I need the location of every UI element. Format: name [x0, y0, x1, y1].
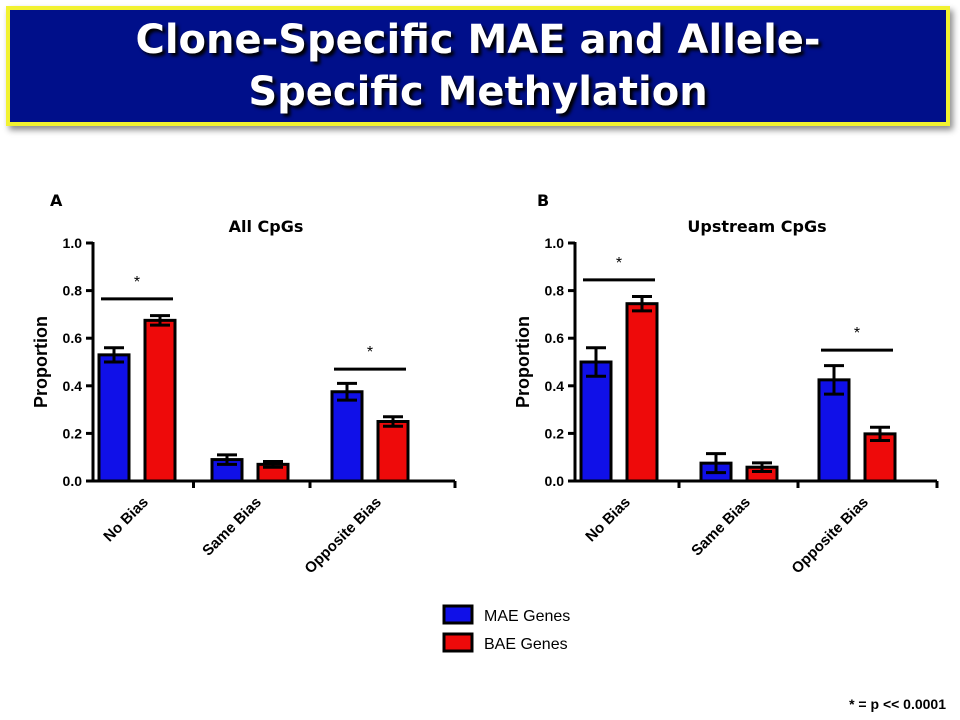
- panel-title: Upstream CpGs: [687, 217, 826, 236]
- legend-label-mae: MAE Genes: [484, 608, 570, 625]
- y-tick-label: 0.6: [545, 330, 565, 346]
- title-banner: Clone-Specific MAE and Allele-Specific M…: [6, 6, 950, 126]
- y-tick-label: 0.2: [545, 425, 565, 441]
- legend-label-bae: BAE Genes: [484, 636, 568, 653]
- panel-letter-a: A: [50, 191, 63, 210]
- x-category-label: Opposite Bias: [301, 494, 384, 577]
- x-category-label: Opposite Bias: [788, 494, 871, 577]
- x-category-label: No Bias: [100, 494, 152, 546]
- y-tick-label: 0.0: [545, 473, 565, 489]
- x-category-label: No Bias: [582, 494, 634, 546]
- bar-mae-genes: [330, 390, 364, 483]
- y-axis-label: Proportion: [31, 316, 51, 408]
- bar-bae-genes: [143, 318, 177, 483]
- panel-title: All CpGs: [229, 217, 304, 236]
- legend-swatch-mae: [442, 604, 474, 625]
- bar-bae-genes: [376, 420, 410, 483]
- panel-letter-b: B: [537, 191, 549, 210]
- y-tick-label: 1.0: [63, 235, 83, 251]
- y-tick-label: 0.4: [545, 378, 565, 394]
- significance-star: *: [134, 274, 140, 291]
- x-category-label: Same Bias: [688, 494, 754, 560]
- y-tick-label: 0.2: [63, 425, 83, 441]
- y-tick-label: 0.0: [63, 473, 83, 489]
- slide-title: Clone-Specific MAE and Allele-Specific M…: [135, 17, 821, 115]
- y-tick-label: 0.8: [545, 283, 565, 299]
- y-axis-label: Proportion: [513, 316, 533, 408]
- y-tick-label: 0.8: [63, 283, 83, 299]
- bar-mae-genes: [97, 353, 131, 483]
- bar-bae-genes: [625, 302, 659, 483]
- y-tick-label: 0.4: [63, 378, 83, 394]
- y-tick-label: 0.6: [63, 330, 83, 346]
- significance-star: *: [854, 325, 860, 342]
- significance-star: *: [616, 255, 622, 272]
- bar-mae-genes: [579, 360, 613, 483]
- x-category-label: Same Bias: [199, 494, 265, 560]
- significance-footnote: * = p << 0.0001: [849, 696, 946, 712]
- y-tick-label: 1.0: [545, 235, 565, 251]
- legend-swatch-bae: [442, 632, 474, 653]
- bar-mae-genes: [817, 378, 851, 483]
- significance-star: *: [367, 344, 373, 361]
